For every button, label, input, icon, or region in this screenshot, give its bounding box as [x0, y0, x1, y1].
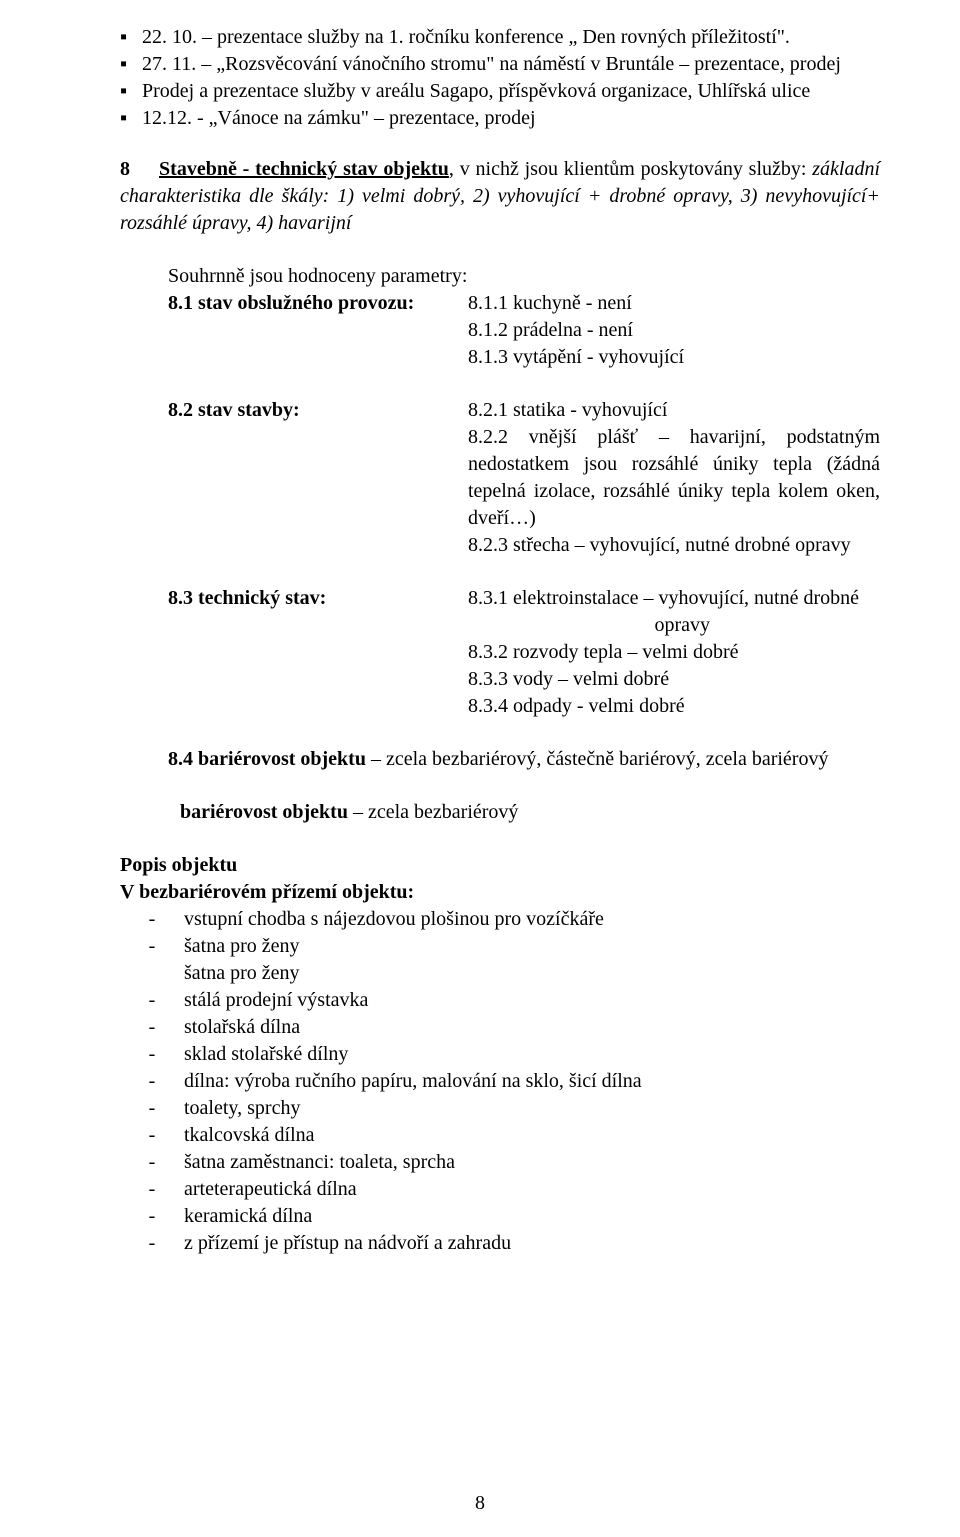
section-8-1-label: 8.1 stav obslužného provozu: — [168, 290, 468, 371]
dash-icon: - — [120, 1203, 184, 1230]
list-item: -arteterapeutická dílna — [120, 1176, 880, 1203]
section-8-3-item: 8.3.2 rozvody tepla – velmi dobré — [468, 639, 880, 666]
list-item: -sklad stolařské dílny — [120, 1041, 880, 1068]
dash-text: šatna pro ženy — [184, 960, 880, 987]
page-number: 8 — [0, 1490, 960, 1517]
popis-dash-list: -vstupní chodba s nájezdovou plošinou pr… — [120, 906, 880, 1257]
section-8-2-item: 8.2.2 vnější plášť – havarijní, podstatn… — [468, 424, 880, 532]
section-8-3-rest: 8.3.2 rozvody tepla – velmi dobré 8.3.3 … — [468, 639, 880, 720]
dash-icon: - — [120, 1095, 184, 1122]
dash-icon: - — [120, 1230, 184, 1257]
bullet-text: 27. 11. – „Rozsvěcování vánočního stromu… — [142, 51, 880, 78]
dash-icon: - — [120, 906, 184, 933]
dash-icon: - — [120, 1041, 184, 1068]
dash-icon: - — [120, 1068, 184, 1095]
dash-text: stálá prodejní výstavka — [184, 987, 880, 1014]
dash-text: z přízemí je přístup na nádvoří a zahrad… — [184, 1230, 880, 1257]
dash-icon: - — [120, 1122, 184, 1149]
list-item: ▪ Prodej a prezentace služby v areálu Sa… — [120, 78, 880, 105]
list-item: -z přízemí je přístup na nádvoří a zahra… — [120, 1230, 880, 1257]
section-8-3-item: 8.3.1 elektroinstalace – vyhovující, nut… — [468, 585, 880, 612]
dash-text: šatna pro ženy — [184, 933, 880, 960]
popis-heading: Popis objektu V bezbariérovém přízemí ob… — [120, 852, 880, 906]
list-item: -stálá prodejní výstavka — [120, 987, 880, 1014]
bullet-icon: ▪ — [120, 24, 142, 51]
section-8-1-item: 8.1.2 prádelna - není — [468, 317, 880, 344]
list-item: ▪ 12.12. - „Vánoce na zámku" – prezentac… — [120, 105, 880, 132]
dash-text: keramická dílna — [184, 1203, 880, 1230]
dash-text: dílna: výroba ručního papíru, malování n… — [184, 1068, 880, 1095]
souhrn-text: Souhrnně jsou hodnoceny parametry: — [168, 263, 880, 290]
souhrn-block: Souhrnně jsou hodnoceny parametry: 8.1 s… — [168, 263, 880, 371]
list-item: -keramická dílna — [120, 1203, 880, 1230]
bullet-icon: ▪ — [120, 51, 142, 78]
section-8-3-items: 8.3.1 elektroinstalace – vyhovující, nut… — [468, 585, 880, 612]
section-8-4-label: 8.4 bariérovost objektu — [168, 748, 366, 770]
section-8-2-item: 8.2.3 střecha – vyhovující, nutné drobné… — [468, 532, 880, 559]
dash-icon: - — [120, 1014, 184, 1041]
top-bullet-list: ▪ 22. 10. – prezentace služby na 1. ročn… — [120, 24, 880, 132]
section-8-3: 8.3 technický stav: 8.3.1 elektroinstala… — [168, 585, 880, 720]
section-8-1-item: 8.1.3 vytápění - vyhovující — [468, 344, 880, 371]
bullet-text: 22. 10. – prezentace služby na 1. ročník… — [142, 24, 880, 51]
section-8-3-label: 8.3 technický stav: — [168, 585, 468, 612]
list-item: ▪ 27. 11. – „Rozsvěcování vánočního stro… — [120, 51, 880, 78]
section-8-3-item-cont: opravy — [168, 612, 880, 639]
section-8-number: 8 — [120, 158, 130, 180]
dash-text: šatna zaměstnanci: toaleta, sprcha — [184, 1149, 880, 1176]
list-item: -stolařská dílna — [120, 1014, 880, 1041]
dash-icon: - — [120, 1176, 184, 1203]
bullet-icon: ▪ — [120, 105, 142, 132]
section-8-4: 8.4 bariérovost objektu – zcela bezbarié… — [168, 746, 880, 773]
popis-head-2: V bezbariérovém přízemí objektu: — [120, 879, 880, 906]
dash-text: vstupní chodba s nájezdovou plošinou pro… — [184, 906, 880, 933]
bullet-text: 12.12. - „Vánoce na zámku" – prezentace,… — [142, 105, 880, 132]
dash-icon: - — [120, 987, 184, 1014]
section-8-title: Stavebně - technický stav objektu — [159, 158, 449, 180]
section-8-heading: 8 Stavebně - technický stav objektu, v n… — [120, 156, 880, 237]
dash-text: toalety, sprchy — [184, 1095, 880, 1122]
section-8-intro: , v nichž jsou klientům poskytovány služ… — [449, 158, 812, 180]
list-item: -vstupní chodba s nájezdovou plošinou pr… — [120, 906, 880, 933]
section-8-1-item: 8.1.1 kuchyně - není — [468, 290, 880, 317]
list-item: -šatna pro ženy — [120, 933, 880, 960]
dash-text: tkalcovská dílna — [184, 1122, 880, 1149]
list-item: -šatna pro ženy — [120, 960, 880, 987]
section-8-1-items: 8.1.1 kuchyně - není 8.1.2 prádelna - ne… — [468, 290, 880, 371]
section-8-1: 8.1 stav obslužného provozu: 8.1.1 kuchy… — [168, 290, 880, 371]
barierovost-line: bariérovost objektu – zcela bezbariérový — [180, 799, 880, 826]
section-8-4-text: – zcela bezbariérový, částečně bariérový… — [366, 748, 829, 770]
barierovost-text: – zcela bezbariérový — [348, 801, 518, 823]
section-8-2-label: 8.2 stav stavby: — [168, 397, 468, 559]
list-item: -tkalcovská dílna — [120, 1122, 880, 1149]
list-item: ▪ 22. 10. – prezentace služby na 1. ročn… — [120, 24, 880, 51]
section-8-2-item: 8.2.1 statika - vyhovující — [468, 397, 880, 424]
list-item: -dílna: výroba ručního papíru, malování … — [120, 1068, 880, 1095]
list-item: -šatna zaměstnanci: toaleta, sprcha — [120, 1149, 880, 1176]
section-8-3-item: 8.3.4 odpady - velmi dobré — [468, 693, 880, 720]
dash-icon: - — [120, 933, 184, 960]
popis-head-1: Popis objektu — [120, 852, 880, 879]
dash-text: arteterapeutická dílna — [184, 1176, 880, 1203]
dash-text: sklad stolařské dílny — [184, 1041, 880, 1068]
section-8-2: 8.2 stav stavby: 8.2.1 statika - vyhovuj… — [168, 397, 880, 559]
dash-icon: - — [120, 1149, 184, 1176]
section-8-2-items: 8.2.1 statika - vyhovující 8.2.2 vnější … — [468, 397, 880, 559]
bullet-text: Prodej a prezentace služby v areálu Saga… — [142, 78, 880, 105]
bullet-icon: ▪ — [120, 78, 142, 105]
list-item: -toalety, sprchy — [120, 1095, 880, 1122]
section-8-3-item: 8.3.3 vody – velmi dobré — [468, 666, 880, 693]
dash-text: stolařská dílna — [184, 1014, 880, 1041]
barierovost-label: bariérovost objektu — [180, 801, 348, 823]
